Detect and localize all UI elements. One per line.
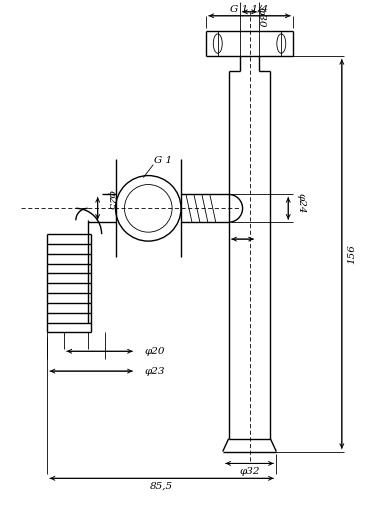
- Text: 85,5: 85,5: [150, 482, 173, 491]
- Text: φ20: φ20: [145, 347, 166, 356]
- Text: φ30: φ30: [257, 7, 266, 27]
- Text: φ32: φ32: [239, 467, 260, 476]
- Text: G 1: G 1: [154, 156, 172, 165]
- Text: G 1 1/4: G 1 1/4: [231, 5, 269, 13]
- Text: φ25: φ25: [106, 190, 115, 211]
- Text: φ24: φ24: [297, 193, 305, 214]
- Text: φ23: φ23: [145, 367, 166, 375]
- Text: 156: 156: [347, 244, 356, 264]
